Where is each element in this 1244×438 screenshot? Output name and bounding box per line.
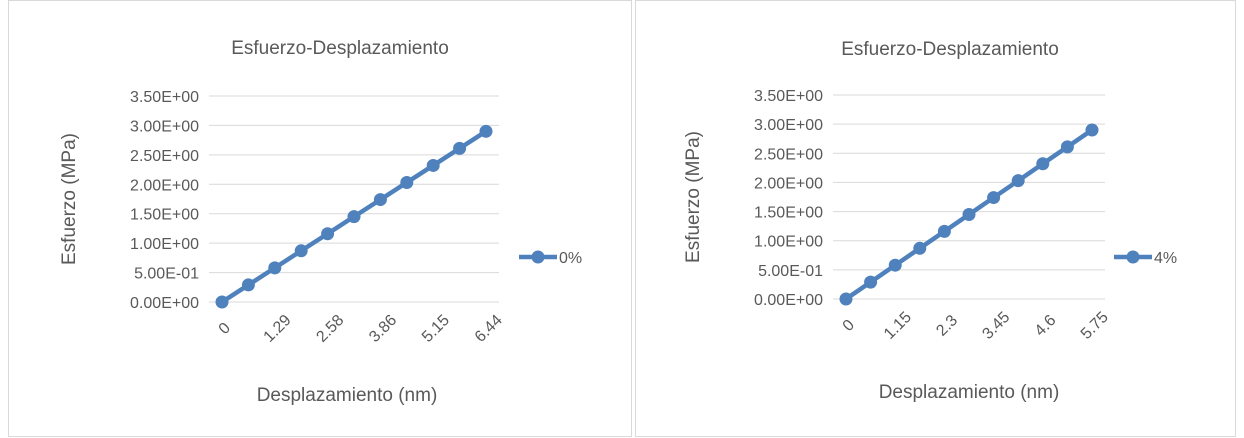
data-point bbox=[987, 191, 1001, 205]
data-point bbox=[400, 176, 414, 190]
x-tick-label: 3.45 bbox=[979, 309, 1013, 343]
legend-label: 4% bbox=[1154, 250, 1177, 267]
data-point bbox=[426, 158, 440, 172]
chart-svg-left: Esfuerzo-Desplazamiento 0.00E+00 5.00E-01 1… bbox=[59, 38, 582, 406]
y-tick-label: 2.50E+00 bbox=[754, 146, 823, 163]
x-axis-title: Desplazamiento (nm) bbox=[879, 382, 1060, 403]
data-point bbox=[1060, 140, 1074, 154]
data-point bbox=[839, 292, 853, 306]
legend-marker bbox=[1126, 250, 1140, 264]
data-point bbox=[1085, 123, 1099, 137]
data-point bbox=[962, 207, 976, 221]
x-axis-title: Desplazamiento (nm) bbox=[257, 385, 438, 406]
data-point bbox=[294, 244, 308, 258]
data-point bbox=[268, 261, 282, 275]
y-tick-label: 1.50E+00 bbox=[754, 205, 823, 222]
data-point bbox=[453, 141, 467, 155]
y-tick-label: 0.00E+00 bbox=[754, 292, 823, 309]
y-tick-label: 2.00E+00 bbox=[130, 177, 199, 194]
x-tick-label: 0 bbox=[840, 317, 858, 335]
data-point bbox=[913, 241, 927, 255]
x-tick-label: 0 bbox=[216, 320, 234, 338]
y-tick-label: 0.00E+00 bbox=[130, 295, 199, 312]
y-axis-title: Esfuerzo (MPa) bbox=[683, 131, 704, 263]
chart-svg-right: Esfuerzo-Desplazamiento 0.00E+00 5.00E-01 1… bbox=[683, 39, 1177, 403]
data-point bbox=[215, 295, 229, 309]
y-axis-title: Esfuerzo (MPa) bbox=[59, 133, 80, 265]
chart-title: Esfuerzo-Desplazamiento bbox=[231, 38, 449, 59]
data-point bbox=[888, 258, 902, 272]
chart-panel-left: Esfuerzo-Desplazamiento 0.00E+00 5.00E-01 1… bbox=[8, 0, 632, 437]
data-point bbox=[864, 275, 878, 289]
data-point bbox=[1036, 157, 1050, 171]
y-tick-label: 5.00E-01 bbox=[758, 263, 823, 280]
data-point bbox=[321, 227, 335, 241]
data-point bbox=[937, 224, 951, 238]
y-tick-label: 2.00E+00 bbox=[754, 175, 823, 192]
chart-panel-right: Esfuerzo-Desplazamiento 0.00E+00 5.00E-01 1… bbox=[635, 0, 1236, 437]
data-point bbox=[479, 124, 493, 138]
data-point bbox=[1011, 174, 1025, 188]
x-tick-label: 2.58 bbox=[313, 312, 347, 346]
data-point bbox=[373, 193, 387, 207]
x-tick-label: 1.29 bbox=[261, 312, 295, 346]
y-tick-label: 3.00E+00 bbox=[754, 117, 823, 134]
y-tick-label: 1.00E+00 bbox=[130, 236, 199, 253]
y-tick-label: 5.00E-01 bbox=[134, 266, 199, 283]
x-tick-label: 6.44 bbox=[472, 312, 506, 346]
y-tick-label: 3.50E+00 bbox=[130, 89, 199, 106]
y-tick-label: 1.00E+00 bbox=[754, 234, 823, 251]
y-tick-label: 2.50E+00 bbox=[130, 148, 199, 165]
data-point bbox=[241, 278, 255, 292]
y-tick-label: 1.50E+00 bbox=[130, 207, 199, 224]
x-tick-label: 3.86 bbox=[366, 312, 400, 346]
x-tick-label: 4.6 bbox=[1032, 312, 1060, 340]
data-point bbox=[347, 210, 361, 224]
x-tick-label: 2.3 bbox=[933, 312, 961, 340]
legend-label: 0% bbox=[559, 250, 582, 267]
x-tick-label: 5.15 bbox=[419, 312, 453, 346]
y-tick-label: 3.50E+00 bbox=[754, 88, 823, 105]
x-tick-label: 1.15 bbox=[881, 309, 915, 343]
x-tick-label: 5.75 bbox=[1078, 309, 1112, 343]
chart-title: Esfuerzo-Desplazamiento bbox=[841, 39, 1059, 60]
legend-marker bbox=[531, 250, 545, 264]
y-tick-label: 3.00E+00 bbox=[130, 118, 199, 135]
